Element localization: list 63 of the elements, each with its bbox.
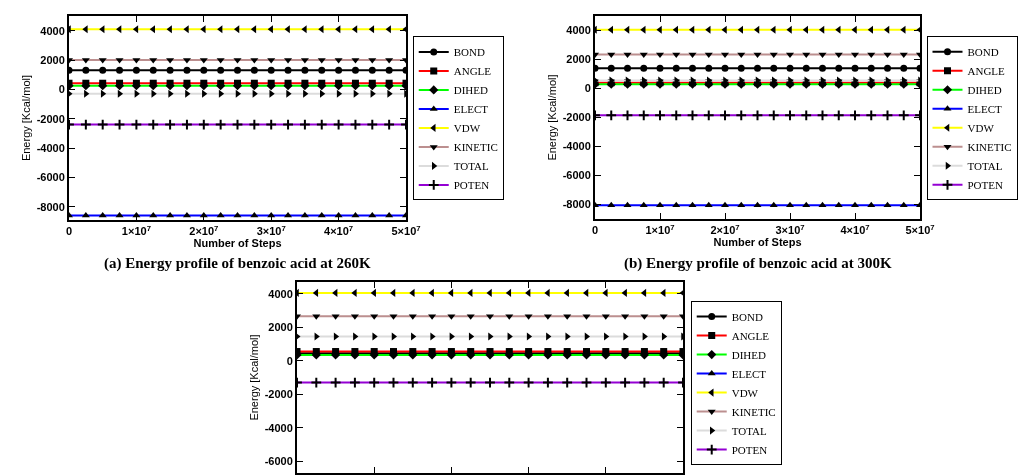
legend-label: ANGLE xyxy=(453,65,492,78)
y-axis-title: Energy [Kcal/mol] xyxy=(247,334,260,421)
legend-label: TOTAL xyxy=(967,160,1003,173)
legend-label: BOND xyxy=(453,46,485,59)
legend-label: KINETIC xyxy=(731,405,776,418)
legend-label: ANGLE xyxy=(967,65,1006,78)
text: (a) Energy profile of benzoic acid at 260K xyxy=(104,255,372,272)
y-axis-title: Energy [Kcal/mol] xyxy=(19,74,32,162)
legend-label: POTEN xyxy=(731,443,768,456)
legend-label: KINETIC xyxy=(967,141,1012,154)
y-tick-label: 0 xyxy=(58,83,65,96)
x-axis-title: Number of Steps xyxy=(713,236,802,249)
legend-label: VDW xyxy=(967,122,995,135)
y-tick-label: 4000 xyxy=(268,287,293,300)
y-tick-label: -2000 xyxy=(36,112,65,125)
y-tick-label: -2000 xyxy=(264,388,293,401)
legend-label: TOTAL xyxy=(453,160,489,173)
y-tick-label: -4000 xyxy=(36,141,65,154)
legend-label: ELECT xyxy=(453,103,489,116)
legend-label: DIHED xyxy=(967,84,1002,97)
y-tick-label: 2000 xyxy=(268,321,293,334)
legend-label: BOND xyxy=(967,46,999,59)
x-tick-label: 0 xyxy=(65,225,73,238)
y-tick-label: 4000 xyxy=(40,24,65,37)
legend-label: ELECT xyxy=(731,367,767,380)
x-tick-label: 0 xyxy=(591,224,599,237)
y-tick-label: 4000 xyxy=(566,24,591,37)
legend-label: DIHED xyxy=(731,348,766,361)
x-tick-label: 2×10$^{7}$ xyxy=(710,222,740,237)
x-tick-label: 4×10$^{7}$ xyxy=(324,223,354,238)
y-tick-label: -4000 xyxy=(562,140,591,153)
x-tick-label: 2×10$^{7}$ xyxy=(189,223,219,238)
legend-label: POTEN xyxy=(453,179,490,192)
y-axis-title: Energy [Kcal/mol] xyxy=(545,74,558,161)
legend-label: POTEN xyxy=(967,179,1003,192)
y-tick-label: 2000 xyxy=(40,53,65,66)
y-tick-label: -2000 xyxy=(562,111,591,124)
legend-label: ELECT xyxy=(967,103,1002,116)
y-tick-label: -6000 xyxy=(36,171,65,184)
x-axis-title: Number of Steps xyxy=(193,237,282,250)
x-tick-label: 3×10$^{7}$ xyxy=(775,222,805,237)
x-tick-label: 3×10$^{7}$ xyxy=(256,223,286,238)
y-tick-label: 0 xyxy=(584,82,591,95)
legend-label: VDW xyxy=(453,122,481,135)
y-tick-label: -6000 xyxy=(562,169,591,182)
x-tick-label: 5×10$^{7}$ xyxy=(391,223,421,238)
legend-label: BOND xyxy=(731,310,763,323)
y-tick-label: -8000 xyxy=(562,198,591,211)
legend-label: DIHED xyxy=(453,84,489,97)
legend-label: ANGLE xyxy=(731,329,770,342)
x-tick-label: 5×10$^{7}$ xyxy=(905,222,935,237)
legend-label: VDW xyxy=(731,386,759,399)
x-tick-label: 4×10$^{7}$ xyxy=(840,222,870,237)
x-tick-label: 1×10$^{7}$ xyxy=(645,222,675,237)
text: (b) Energy profile of benzoic acid at 300K xyxy=(624,255,892,272)
y-tick-label: -8000 xyxy=(36,200,65,213)
legend-label: TOTAL xyxy=(731,424,767,437)
y-tick-label: -4000 xyxy=(264,421,293,434)
legend-label: KINETIC xyxy=(453,141,498,154)
y-tick-label: 2000 xyxy=(566,53,591,66)
y-tick-label: -6000 xyxy=(264,455,293,468)
x-tick-label: 1×10$^{7}$ xyxy=(121,223,151,238)
y-tick-label: 0 xyxy=(286,354,293,367)
